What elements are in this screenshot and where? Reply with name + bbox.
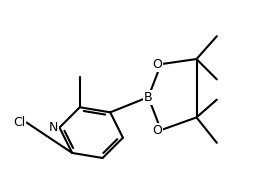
Text: N: N bbox=[49, 121, 58, 134]
Text: O: O bbox=[152, 58, 162, 71]
Text: Cl: Cl bbox=[13, 116, 25, 129]
Text: O: O bbox=[152, 124, 162, 137]
Text: B: B bbox=[144, 91, 153, 104]
